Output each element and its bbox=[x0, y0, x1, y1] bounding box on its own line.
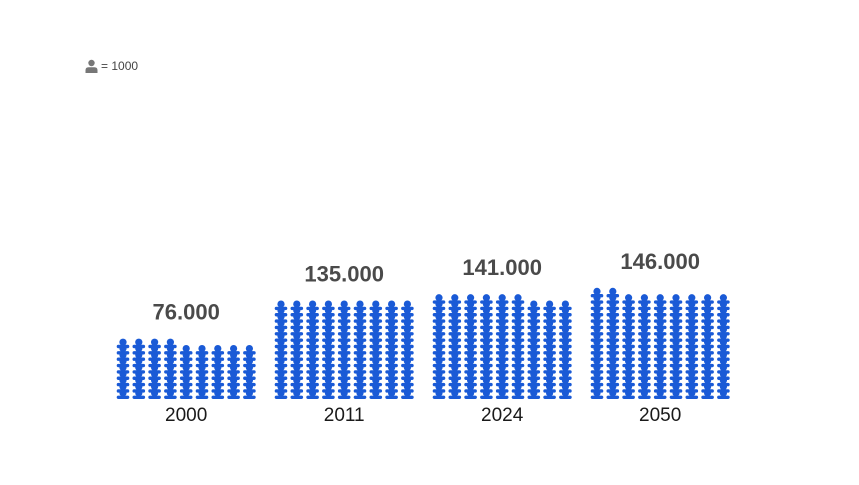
legend: = 1000 bbox=[85, 57, 138, 75]
person-icon bbox=[448, 294, 462, 304]
person-icon bbox=[480, 294, 493, 304]
value-label-2000: 76.000 bbox=[153, 300, 220, 325]
person-icon bbox=[85, 59, 98, 73]
person-icon bbox=[638, 294, 651, 304]
person-icon bbox=[148, 338, 161, 349]
person-icon bbox=[511, 294, 525, 304]
person-icon bbox=[290, 300, 304, 311]
person-icon bbox=[669, 294, 683, 304]
value-label-2011: 135.000 bbox=[304, 262, 384, 287]
person-icon bbox=[622, 294, 635, 304]
value-label-2024: 141.000 bbox=[462, 255, 542, 280]
person-icon bbox=[401, 300, 414, 311]
person-icon bbox=[464, 294, 477, 304]
bar-group-2024 bbox=[432, 294, 572, 399]
legend-text: = 1000 bbox=[101, 59, 139, 73]
person-icon bbox=[195, 344, 209, 355]
person-icon bbox=[495, 294, 509, 304]
person-icon bbox=[606, 287, 620, 298]
person-icon bbox=[132, 338, 146, 349]
category-label-2000: 2000 bbox=[165, 405, 207, 426]
person-icon bbox=[243, 344, 256, 355]
category-label-2050: 2050 bbox=[639, 405, 681, 426]
person-icon bbox=[306, 300, 319, 311]
person-icon bbox=[385, 300, 398, 311]
bar-group-2011 bbox=[274, 300, 414, 399]
bar-group-2050 bbox=[590, 287, 730, 399]
person-icon bbox=[590, 287, 604, 298]
person-icon bbox=[179, 344, 193, 355]
person-icon bbox=[337, 300, 351, 311]
person-icon bbox=[685, 294, 699, 304]
person-icon bbox=[701, 294, 714, 304]
value-label-2050: 146.000 bbox=[620, 249, 700, 274]
person-icon bbox=[322, 300, 335, 311]
person-icon bbox=[116, 338, 130, 349]
person-icon bbox=[369, 300, 383, 311]
person-icon bbox=[653, 294, 667, 304]
person-icon bbox=[559, 300, 572, 311]
person-icon bbox=[543, 300, 556, 311]
person-icon bbox=[164, 338, 177, 349]
person-icon bbox=[227, 344, 240, 355]
person-icon bbox=[527, 300, 541, 311]
category-label-2024: 2024 bbox=[481, 405, 524, 426]
category-label-2011: 2011 bbox=[324, 405, 365, 426]
person-icon bbox=[353, 300, 367, 311]
person-icon bbox=[274, 300, 288, 311]
person-icon bbox=[211, 344, 225, 355]
person-icon bbox=[717, 294, 730, 304]
person-icon bbox=[432, 294, 446, 304]
bar-group-2000 bbox=[116, 338, 256, 399]
